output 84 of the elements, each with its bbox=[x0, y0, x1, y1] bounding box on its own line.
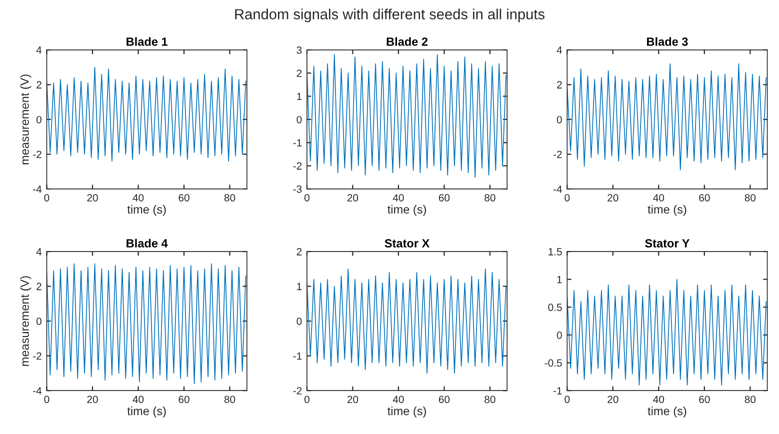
x-tick-label: 60 bbox=[438, 194, 450, 202]
line-series bbox=[46, 263, 246, 384]
x-tick-label: 40 bbox=[392, 396, 404, 404]
x-axis-title: time (s) bbox=[388, 204, 426, 216]
x-tick-label: 20 bbox=[347, 194, 358, 202]
x-tick-label: 80 bbox=[224, 396, 236, 404]
x-tick-label: 60 bbox=[699, 396, 710, 404]
y-tick-label: 0 bbox=[36, 318, 42, 325]
x-axis-title: time (s) bbox=[127, 204, 166, 216]
y-tick-label: 0 bbox=[296, 116, 302, 124]
x-tick-label: 0 bbox=[44, 396, 50, 404]
y-tick-label: 4 bbox=[36, 46, 42, 54]
line-series bbox=[46, 66, 246, 162]
y-tick-label: -4 bbox=[33, 387, 42, 394]
y-tick-label: 2 bbox=[557, 81, 562, 88]
y-tick-label: 2 bbox=[296, 70, 302, 77]
y-tick-label: 1 bbox=[557, 276, 562, 284]
x-tick-label: 60 bbox=[178, 194, 190, 202]
chart-title: Stator Y bbox=[645, 239, 690, 248]
y-tick-label: 1 bbox=[297, 92, 302, 100]
y-tick-label: -2 bbox=[553, 150, 562, 158]
x-tick-label: 40 bbox=[132, 396, 144, 404]
chart-title: Stator X bbox=[384, 239, 430, 248]
y-tick-label: 1.5 bbox=[548, 248, 562, 256]
text: Random signals with different seeds in all inputs bbox=[235, 8, 544, 22]
line-series bbox=[567, 278, 767, 386]
y-tick-label: 4 bbox=[36, 248, 42, 256]
y-tick-label: 0 bbox=[556, 331, 562, 339]
y-axis-title: measurement (V) bbox=[20, 276, 32, 366]
x-tick-label: 20 bbox=[608, 396, 618, 404]
y-tick-label: -2 bbox=[33, 150, 42, 158]
y-tick-label: -1 bbox=[293, 139, 302, 146]
x-axis-title: time (s) bbox=[648, 406, 686, 418]
y-tick-label: 0.5 bbox=[548, 304, 562, 312]
chart-title: Blade 1 bbox=[126, 37, 168, 46]
line-series bbox=[306, 268, 506, 374]
y-tick-label: -0.5 bbox=[544, 359, 562, 367]
x-tick-label: 40 bbox=[653, 194, 664, 202]
y-tick-label: 0 bbox=[36, 116, 42, 124]
x-tick-label: 0 bbox=[304, 396, 310, 404]
y-tick-label: -2 bbox=[33, 352, 42, 360]
x-tick-label: 20 bbox=[87, 194, 98, 202]
line-series bbox=[306, 54, 506, 178]
x-tick-label: 0 bbox=[564, 194, 570, 202]
y-tick-label: -2 bbox=[293, 162, 302, 170]
y-tick-label: 1 bbox=[297, 282, 302, 290]
y-tick-label: 0 bbox=[556, 116, 562, 124]
x-tick-label: 80 bbox=[484, 396, 496, 404]
x-tick-label: 40 bbox=[392, 194, 404, 202]
x-tick-label: 60 bbox=[438, 396, 450, 404]
y-tick-label: 2 bbox=[36, 81, 42, 88]
y-axis-title: measurement (V) bbox=[20, 74, 32, 164]
x-tick-label: 20 bbox=[347, 396, 358, 404]
y-tick-label: 2 bbox=[36, 282, 42, 290]
chart-title: Blade 4 bbox=[126, 238, 168, 248]
y-tick-label: 3 bbox=[296, 46, 302, 54]
y-tick-label: -1 bbox=[553, 387, 562, 394]
y-tick-label: -4 bbox=[33, 186, 42, 193]
y-tick-label: 4 bbox=[556, 46, 562, 54]
x-tick-label: 20 bbox=[608, 194, 618, 202]
x-axis-title: time (s) bbox=[648, 204, 686, 216]
line-series bbox=[567, 63, 767, 170]
x-tick-label: 0 bbox=[44, 194, 50, 202]
x-tick-label: 80 bbox=[744, 396, 756, 404]
y-tick-label: -1 bbox=[293, 352, 302, 360]
chart-title: Blade 2 bbox=[386, 37, 428, 46]
y-tick-label: -3 bbox=[293, 185, 302, 193]
x-tick-label: 40 bbox=[132, 194, 144, 202]
y-tick-label: 2 bbox=[296, 248, 302, 256]
x-tick-label: 20 bbox=[87, 396, 98, 404]
x-tick-label: 80 bbox=[484, 194, 496, 202]
x-tick-label: 60 bbox=[699, 194, 710, 202]
x-tick-label: 60 bbox=[178, 396, 190, 404]
x-tick-label: 0 bbox=[564, 396, 570, 404]
x-tick-label: 40 bbox=[653, 396, 664, 404]
y-tick-label: -4 bbox=[553, 186, 562, 193]
x-axis-title: time (s) bbox=[388, 406, 426, 418]
y-tick-label: -2 bbox=[293, 387, 302, 394]
x-tick-label: 0 bbox=[304, 194, 310, 202]
x-tick-label: 80 bbox=[224, 194, 236, 202]
x-tick-label: 80 bbox=[744, 194, 756, 202]
chart-title: Blade 3 bbox=[647, 37, 688, 46]
y-tick-label: 0 bbox=[296, 318, 302, 325]
x-axis-title: time (s) bbox=[127, 406, 166, 418]
